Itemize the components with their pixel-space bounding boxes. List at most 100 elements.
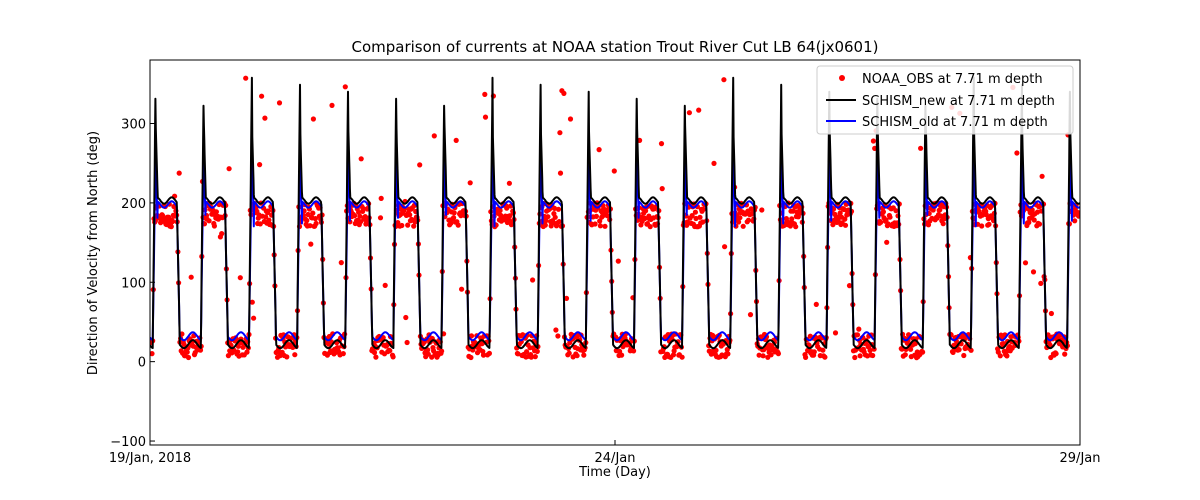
obs-point <box>552 214 558 220</box>
obs-point <box>961 352 967 359</box>
obs-point <box>813 301 819 307</box>
obs-point <box>885 221 891 227</box>
obs-point <box>756 352 762 358</box>
obs-point <box>561 90 567 96</box>
obs-point <box>736 219 742 225</box>
obs-point <box>377 215 384 221</box>
obs-point <box>880 209 887 215</box>
obs-point <box>551 205 558 211</box>
obs-point <box>468 354 474 361</box>
legend-obs-marker <box>839 75 845 81</box>
x-axis-label: Time (Day) <box>578 465 651 480</box>
obs-point <box>524 349 530 355</box>
obs-point <box>597 223 604 229</box>
legend: NOAA_OBS at 7.71 m depth SCHISM_new at 7… <box>816 65 1074 135</box>
obs-point <box>266 217 272 223</box>
obs-point <box>893 208 899 214</box>
obs-point <box>658 141 665 147</box>
obs-point <box>382 282 388 288</box>
obs-point <box>1053 351 1059 357</box>
obs-point <box>284 354 290 360</box>
obs-point <box>556 219 562 225</box>
obs-point <box>276 100 283 106</box>
obs-point <box>908 346 914 352</box>
obs-point <box>918 145 924 151</box>
obs-point <box>1036 221 1043 227</box>
obs-point <box>184 349 190 355</box>
obs-point <box>811 349 817 355</box>
obs-point <box>940 221 946 227</box>
obs-point <box>506 180 512 186</box>
obs-point <box>515 351 521 357</box>
obs-point <box>557 130 563 136</box>
obs-point <box>596 147 602 153</box>
obs-point <box>387 348 393 354</box>
obs-point <box>803 354 809 360</box>
obs-point <box>775 351 782 357</box>
obs-point <box>213 209 219 215</box>
obs-point <box>567 116 574 122</box>
obs-point <box>176 170 182 176</box>
obs-point <box>257 221 263 227</box>
obs-point <box>870 138 877 144</box>
obs-point <box>528 354 534 360</box>
obs-point <box>790 208 796 214</box>
obs-point <box>362 214 368 220</box>
obs-point <box>371 349 378 356</box>
obs-point <box>1076 210 1080 216</box>
obs-point <box>878 219 884 225</box>
obs-point <box>1026 219 1032 225</box>
obs-point <box>467 180 473 186</box>
obs-point <box>497 207 503 214</box>
obs-point <box>555 206 562 212</box>
obs-point <box>557 170 564 176</box>
obs-point <box>1038 280 1044 286</box>
obs-point <box>259 93 265 99</box>
obs-point <box>312 216 318 222</box>
obs-point <box>482 114 489 120</box>
obs-point <box>310 210 316 216</box>
obs-point <box>986 221 992 227</box>
obs-point <box>592 221 598 227</box>
obs-point <box>867 347 873 353</box>
obs-point <box>352 213 358 219</box>
obs-point <box>263 214 269 220</box>
obs-point <box>243 75 249 81</box>
obs-point <box>857 353 863 359</box>
y-tick-label: 0 <box>138 356 146 371</box>
obs-point <box>480 352 487 358</box>
obs-point <box>251 315 257 321</box>
obs-point <box>1034 209 1041 215</box>
obs-point <box>439 348 445 354</box>
obs-point <box>1030 269 1037 275</box>
obs-point <box>313 220 319 227</box>
obs-point <box>713 347 719 353</box>
obs-point <box>378 195 384 201</box>
obs-point <box>602 223 608 229</box>
obs-point <box>357 213 363 219</box>
obs-point <box>399 222 405 229</box>
obs-point <box>244 349 250 355</box>
obs-point <box>1004 353 1010 359</box>
obs-point <box>340 351 346 357</box>
obs-point <box>696 107 702 113</box>
obs-point <box>310 116 316 122</box>
obs-point <box>693 215 699 222</box>
obs-point <box>574 353 580 359</box>
obs-point <box>405 222 411 228</box>
obs-point <box>219 231 225 237</box>
obs-point <box>304 217 310 224</box>
obs-point <box>226 166 232 172</box>
obs-point <box>168 224 174 230</box>
obs-point <box>615 258 621 264</box>
obs-point <box>820 347 826 353</box>
obs-point <box>338 260 344 266</box>
obs-point <box>1014 150 1020 156</box>
obs-point <box>292 352 298 358</box>
obs-point <box>979 223 985 229</box>
obs-point <box>747 312 754 318</box>
obs-point <box>257 162 263 168</box>
obs-point <box>830 222 836 228</box>
obs-point <box>342 84 348 90</box>
